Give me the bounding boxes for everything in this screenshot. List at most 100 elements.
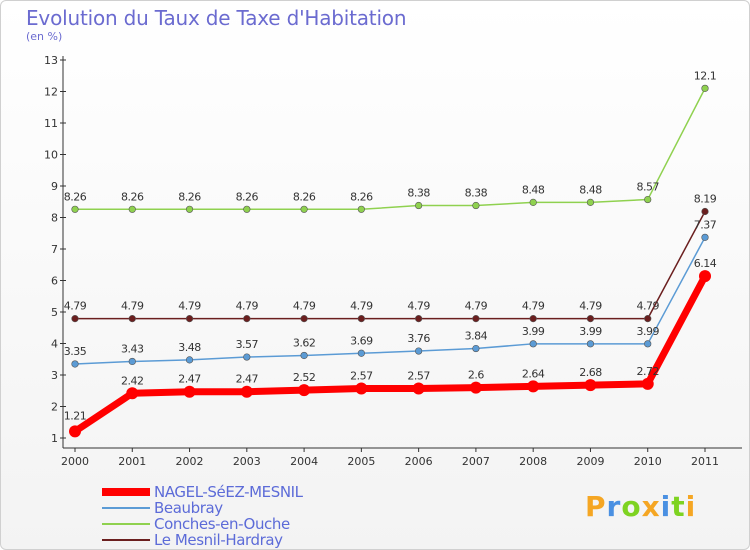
y-tick-label: 1 [51,432,58,445]
data-label: 8.48 [579,183,602,196]
data-point [527,380,540,393]
data-point [71,315,79,323]
data-label: 8.57 [636,181,659,194]
proxiti-logo: Proxiti [585,490,696,523]
data-label: 4.79 [407,300,430,313]
data-label: 2.52 [293,371,316,384]
legend-label: NAGEL-SéEZ-MESNIL [154,483,303,501]
chart-title: Evolution du Taux de Taxe d'Habitation [26,6,407,30]
data-point [586,315,595,323]
data-point [529,315,537,323]
data-label: 4.79 [579,300,602,313]
data-label: 2.64 [522,367,545,380]
data-label: 2.42 [121,374,144,387]
data-label: 3.84 [465,330,488,343]
data-label: 8.26 [64,190,87,203]
data-point [412,382,425,395]
legend-label: Le Mesnil-Hardray [154,531,283,549]
data-point [472,201,480,210]
data-label: 8.26 [350,190,373,203]
data-label: 8.19 [694,193,717,206]
data-point [243,205,251,213]
data-point [472,344,480,353]
legend-item: Le Mesnil-Hardray [102,532,402,548]
legend-swatch [102,523,150,525]
series-line [75,88,706,211]
x-tick-label: 2003 [233,455,261,468]
data-point [243,353,251,361]
x-tick-label: 2006 [405,455,433,468]
data-point [701,233,709,241]
x-tick-label: 2001 [118,455,146,468]
data-point [300,351,308,360]
data-point [128,357,136,366]
data-point [240,385,253,398]
data-point [298,384,311,397]
data-label: 3.62 [293,336,316,349]
logo-letter: x [641,490,661,523]
y-tick-label: 5 [51,306,58,319]
data-label: 4.79 [178,300,201,313]
x-tick-label: 2002 [176,455,204,468]
data-point [126,387,139,400]
data-label: 8.26 [178,190,201,203]
data-point [644,195,652,204]
logo-letter: r [606,490,622,523]
data-label: 4.79 [236,300,259,313]
legend-item: Conches-en-Ouche [102,516,402,532]
x-tick-label: 2007 [462,455,490,468]
logo-letter: i [660,490,672,523]
data-label: 4.79 [636,300,659,313]
data-label: 3.48 [178,341,201,354]
y-tick-label: 9 [51,180,58,193]
data-label: 2.47 [178,373,201,386]
data-label: 3.43 [121,342,144,355]
data-point [185,356,194,364]
data-label: 6.14 [694,257,717,270]
data-point [71,205,79,213]
data-point [641,377,654,390]
data-point [69,425,81,438]
series-line [74,236,706,365]
x-tick-label: 2005 [347,455,375,468]
data-label: 3.99 [522,325,545,338]
data-label: 3.69 [350,334,373,347]
data-point [357,205,365,213]
legend-item: Beaubray [102,500,402,516]
data-label: 8.48 [522,183,545,196]
data-label: 3.35 [64,345,87,358]
data-point [185,315,194,323]
data-label: 4.79 [522,300,545,313]
data-point [644,340,652,348]
data-label: 4.79 [121,300,144,313]
data-point [644,315,652,323]
data-label: 3.99 [636,325,659,338]
data-point [584,379,597,392]
y-tick-label: 13 [44,54,58,67]
x-tick-label: 2000 [61,455,89,468]
data-label: 8.38 [407,187,430,200]
legend-item: NAGEL-SéEZ-MESNIL [102,484,402,500]
data-label: 8.38 [465,187,488,200]
data-label: 7.37 [694,218,717,231]
data-label: 8.26 [236,190,259,203]
data-point [357,349,365,357]
data-point [243,315,251,323]
data-point [586,340,595,348]
legend-label: Beaubray [154,499,223,517]
legend-swatch [102,507,150,509]
series-line [73,274,709,435]
data-label: 12.1 [694,69,717,82]
data-point [128,205,136,213]
y-tick-label: 3 [51,369,58,382]
legend-label: Conches-en-Ouche [154,515,290,533]
data-point [415,347,423,355]
data-point [128,315,136,323]
data-label: 3.57 [236,338,259,351]
data-point [415,315,423,323]
data-point [699,270,711,283]
x-tick-label: 2004 [290,455,318,468]
data-point [701,84,709,92]
x-tick-label: 2009 [576,455,604,468]
